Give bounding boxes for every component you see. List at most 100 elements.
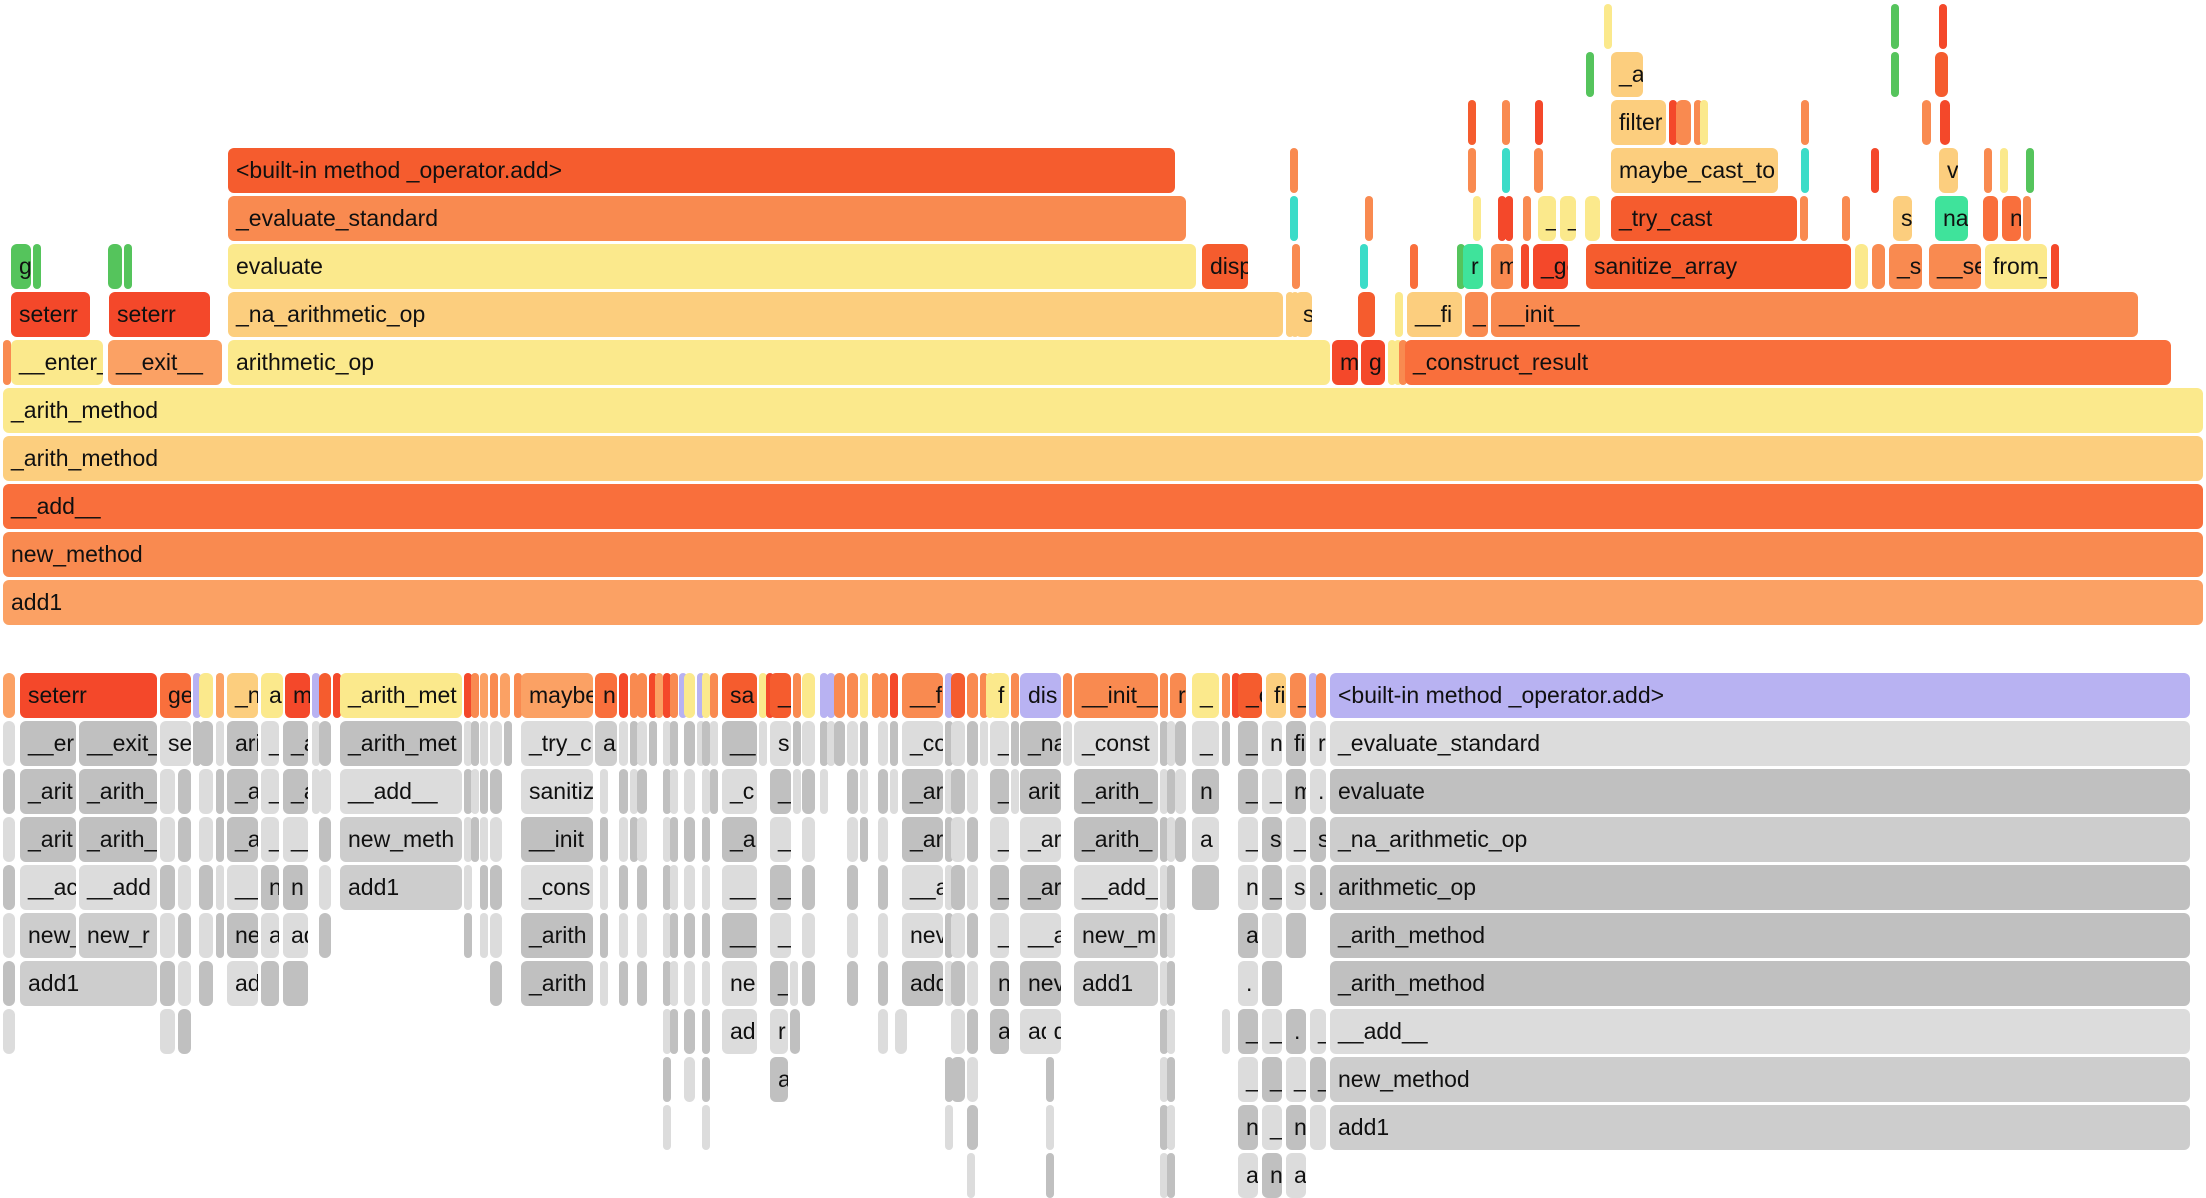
frame-sliver[interactable] bbox=[759, 673, 767, 718]
frame-sliver[interactable] bbox=[1046, 1057, 1054, 1102]
frame-sliver[interactable] bbox=[1011, 769, 1019, 814]
frame-_arith_met[interactable]: _arith_met bbox=[340, 721, 462, 766]
frame-new_method[interactable]: new_method bbox=[3, 532, 2203, 577]
frame-sliver[interactable] bbox=[1222, 673, 1230, 718]
frame-_[interactable] bbox=[951, 913, 965, 958]
frame-sliver[interactable] bbox=[124, 244, 132, 289]
frame-sliver[interactable] bbox=[1534, 148, 1543, 193]
frame-sliver[interactable] bbox=[1468, 100, 1476, 145]
frame-__exit_[interactable]: __exit_ bbox=[79, 721, 157, 766]
frame-_a[interactable]: _a bbox=[1238, 721, 1258, 766]
frame-a[interactable] bbox=[802, 769, 815, 814]
frame-m[interactable]: m bbox=[1286, 769, 1306, 814]
frame-new_r[interactable]: new_r bbox=[79, 913, 157, 958]
frame-sliver[interactable] bbox=[697, 673, 705, 718]
frame-_[interactable] bbox=[847, 865, 858, 910]
frame-sliver[interactable] bbox=[3, 721, 15, 766]
frame-sliver[interactable] bbox=[1523, 196, 1531, 241]
frame-sliver[interactable] bbox=[967, 961, 978, 1006]
frame-sliver[interactable] bbox=[860, 721, 868, 766]
frame-sliver[interactable] bbox=[802, 673, 815, 718]
frame-_[interactable]: _ bbox=[1262, 769, 1282, 814]
frame-sliver[interactable] bbox=[3, 340, 11, 385]
frame-_arith_[interactable]: _arith_ bbox=[79, 817, 157, 862]
frame-_[interactable] bbox=[684, 721, 695, 766]
frame-sliver[interactable] bbox=[464, 769, 472, 814]
frame-a[interactable] bbox=[684, 1057, 695, 1102]
frame-sliver[interactable] bbox=[1365, 196, 1373, 241]
frame-sliver[interactable] bbox=[1192, 865, 1219, 910]
frame-sliver[interactable] bbox=[333, 673, 341, 718]
frame-_arith_method[interactable]: _arith_method bbox=[3, 436, 2203, 481]
frame-_ar[interactable]: _ar bbox=[902, 817, 943, 862]
frame-__[interactable]: __ bbox=[283, 817, 308, 862]
frame-sliver[interactable] bbox=[890, 721, 898, 766]
frame-sliver[interactable] bbox=[216, 769, 224, 814]
frame-sliver[interactable] bbox=[1167, 1105, 1175, 1150]
frame-_[interactable] bbox=[951, 865, 965, 910]
frame-.[interactable]: . bbox=[1238, 961, 1258, 1006]
frame-evaluate[interactable]: evaluate bbox=[228, 244, 1196, 289]
frame-sliver[interactable] bbox=[619, 961, 628, 1006]
frame-_[interactable]: _ bbox=[990, 865, 1009, 910]
frame-sliver[interactable] bbox=[319, 817, 331, 862]
frame-sliver[interactable] bbox=[1286, 913, 1306, 958]
frame-_[interactable]: _ bbox=[770, 913, 791, 958]
frame-sliver[interactable] bbox=[790, 961, 798, 1006]
frame-sliver[interactable] bbox=[1160, 865, 1168, 910]
frame-sliver[interactable] bbox=[471, 769, 479, 814]
frame-n[interactable]: n bbox=[595, 673, 617, 718]
frame-ne[interactable]: ne bbox=[722, 961, 757, 1006]
frame-add[interactable]: add bbox=[902, 961, 943, 1006]
frame-sliver[interactable] bbox=[480, 865, 488, 910]
frame-new_meth[interactable]: new_meth bbox=[340, 817, 462, 862]
frame-sliver[interactable] bbox=[827, 673, 835, 718]
frame-sliver[interactable] bbox=[600, 817, 608, 862]
frame-s[interactable]: s bbox=[1286, 865, 1306, 910]
frame-a[interactable] bbox=[790, 1009, 800, 1054]
frame-sliver[interactable] bbox=[655, 673, 663, 718]
frame-_a[interactable]: _a bbox=[227, 817, 258, 862]
frame-_[interactable] bbox=[160, 865, 175, 910]
frame-_[interactable] bbox=[878, 673, 888, 718]
frame-_[interactable]: _ bbox=[1238, 1009, 1258, 1054]
frame-sliver[interactable] bbox=[33, 244, 41, 289]
frame-sliver[interactable] bbox=[1360, 244, 1368, 289]
frame-sliver[interactable] bbox=[500, 673, 510, 718]
frame-sliver[interactable] bbox=[1521, 244, 1529, 289]
frame-a[interactable] bbox=[319, 769, 331, 814]
frame-_[interactable] bbox=[1872, 244, 1885, 289]
frame-sliver[interactable] bbox=[702, 769, 710, 814]
frame-sliver[interactable] bbox=[1586, 52, 1594, 97]
frame-add1[interactable]: add1 bbox=[20, 961, 157, 1006]
frame-sliver[interactable] bbox=[890, 673, 898, 718]
frame-sliver[interactable] bbox=[514, 673, 522, 718]
frame-sliver[interactable] bbox=[1290, 196, 1298, 241]
frame-.[interactable] bbox=[670, 961, 678, 1006]
frame-sliver[interactable] bbox=[860, 769, 868, 814]
frame-sliver[interactable] bbox=[480, 673, 488, 718]
frame-sliver[interactable] bbox=[1167, 817, 1175, 862]
frame-fi[interactable]: fi bbox=[1266, 673, 1286, 718]
frame-sliver[interactable] bbox=[261, 961, 279, 1006]
frame-__[interactable]: __ bbox=[227, 865, 258, 910]
frame-sliver[interactable] bbox=[1309, 673, 1317, 718]
frame-__add__[interactable]: __add__ bbox=[340, 769, 462, 814]
frame-sliver[interactable] bbox=[878, 817, 888, 862]
frame-.[interactable] bbox=[670, 817, 678, 862]
frame-r[interactable]: r bbox=[1310, 721, 1326, 766]
frame-sliver[interactable] bbox=[820, 721, 828, 766]
frame-sliver[interactable] bbox=[1676, 100, 1691, 145]
frame-.[interactable] bbox=[490, 817, 502, 862]
frame-n[interactable] bbox=[1175, 769, 1186, 814]
frame-a[interactable]: a bbox=[1238, 1153, 1258, 1198]
frame-sliver[interactable] bbox=[1939, 4, 1947, 49]
frame-sliver[interactable] bbox=[967, 1153, 975, 1198]
frame-sliver[interactable] bbox=[663, 913, 671, 958]
frame-sliver[interactable] bbox=[490, 673, 498, 718]
frame-_[interactable] bbox=[1855, 244, 1868, 289]
frame-sliver[interactable] bbox=[619, 721, 628, 766]
frame-ne[interactable]: ne bbox=[227, 913, 258, 958]
frame-__add_[interactable]: __add_ bbox=[1074, 865, 1158, 910]
frame-ad[interactable]: ad bbox=[227, 961, 258, 1006]
